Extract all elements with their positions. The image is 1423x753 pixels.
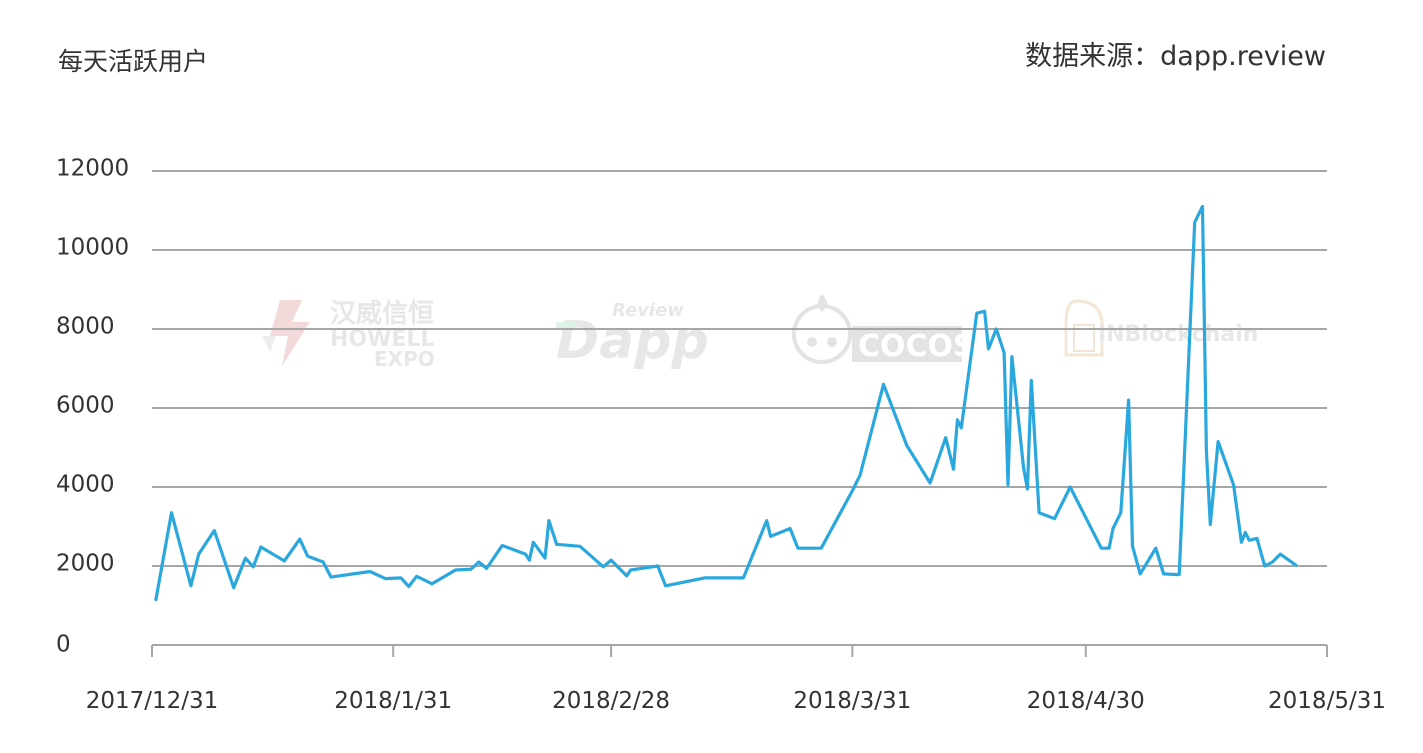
- x-tick-label: 2018/2/28: [552, 688, 670, 714]
- axis-layer: 2017/12/31 2018/1/31 2018/2/28 2018/3/31 201…: [86, 644, 1386, 714]
- y-tick-label: 4000: [56, 472, 115, 498]
- howell-expo-logo: 汉威信恒 HOWELL EXPO: [262, 298, 435, 371]
- howell-cn-text: 汉威信恒: [330, 298, 434, 329]
- dapp-small-text: Review: [612, 300, 684, 321]
- cocos-text: COCOS: [858, 329, 975, 364]
- inblockchain-text: INBlockchain: [1098, 322, 1258, 347]
- dapp-review-logo: Review Dapp: [556, 300, 709, 371]
- data-source-label: 数据来源：dapp.review: [1025, 41, 1326, 72]
- y-tick-label: 6000: [56, 393, 115, 419]
- series-line: [154, 204, 1298, 602]
- y-tick-label: 10000: [56, 235, 129, 261]
- x-tick-label: 2017/12/31: [86, 688, 219, 714]
- y-tick-label: 0: [56, 632, 71, 658]
- cocos-logo: COCOS: [792, 294, 975, 364]
- x-tick-label: 2018/3/31: [793, 688, 911, 714]
- x-tick-label: 2018/5/31: [1268, 688, 1386, 714]
- howell-en1-text: HOWELL: [330, 327, 434, 352]
- dapp-big-text: Dapp: [556, 311, 709, 371]
- series-layer: [154, 204, 1298, 602]
- y-tick-label: 12000: [56, 156, 129, 182]
- x-tick-label: 2018/1/31: [334, 688, 452, 714]
- inblockchain-logo: INBlockchain: [1064, 299, 1258, 357]
- y-tick-label: 2000: [56, 551, 115, 577]
- howell-en2-text: EXPO: [374, 347, 435, 371]
- y-tick-label: 8000: [56, 314, 115, 340]
- watermark-layer: 汉威信恒 HOWELL EXPO Review Dapp COCOS INBlo…: [262, 294, 1258, 371]
- x-tick-label: 2018/4/30: [1027, 688, 1145, 714]
- grid-layer: 0 2000 4000 6000 8000 10000 12000: [56, 156, 1327, 658]
- chart-title: 每天活跃用户: [58, 47, 209, 76]
